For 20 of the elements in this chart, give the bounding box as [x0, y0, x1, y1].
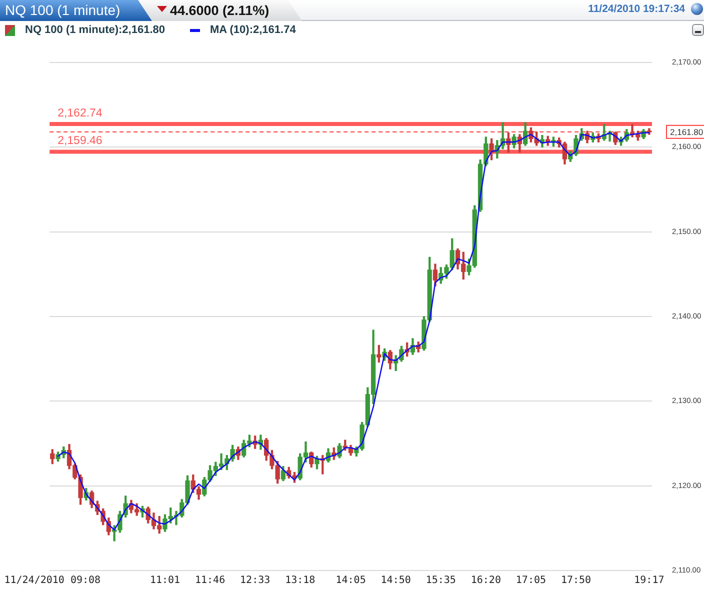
x-tick-label: 14:50: [380, 575, 411, 586]
x-tick-label: 14:05: [336, 575, 366, 586]
chart-title: NQ 100 (1 minute): [5, 1, 120, 20]
ref-line-label: 2,161.80: [670, 126, 704, 137]
x-tick-label: 19:17: [634, 575, 664, 586]
x-tick-label: 11:01: [150, 575, 180, 586]
legend-label: MA (10):2,161.74: [210, 23, 296, 38]
ref-line-label: 2,162.74: [58, 107, 103, 120]
x-tick-label: 13:18: [285, 575, 316, 586]
chart-subtitle: 44.6000 (2.11%): [170, 2, 270, 20]
x-tick-label: 11:46: [194, 575, 226, 586]
x-tick-label: 15:35: [426, 575, 456, 586]
text: 11/24/2010 19:17:34: [588, 3, 685, 16]
x-tick-label: 17:50: [560, 575, 592, 586]
x-tick-label: 11/24/2010 09:08: [4, 575, 101, 586]
x-tick-label: 16:20: [470, 575, 501, 586]
x-tick-label: 12:33: [240, 575, 270, 586]
ref-line-label: 2,159.46: [58, 135, 102, 148]
x-tick-label: 17:05: [516, 575, 546, 586]
legend-label: NQ 100 (1 minute):2,161.80: [25, 23, 166, 38]
